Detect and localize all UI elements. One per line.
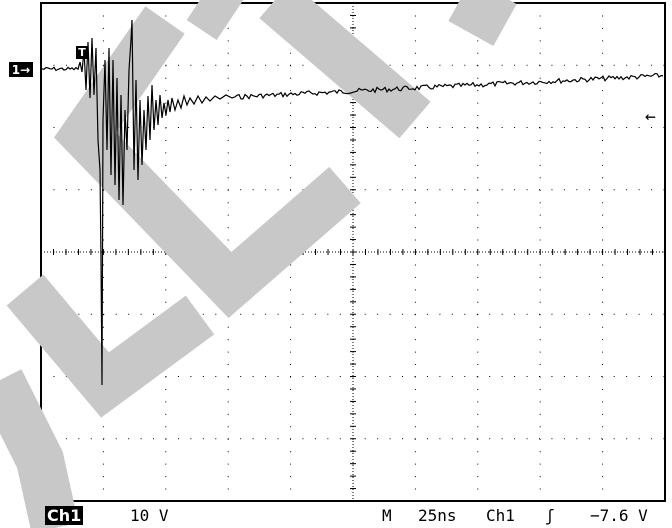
channel-1-marker: 1→ <box>9 62 33 77</box>
trigger-level-arrow-icon: ← <box>645 106 656 127</box>
status-bar: Ch1 10 V M 25ns Ch1 ʃ −7.6 V <box>40 504 665 525</box>
trigger-level: −7.6 V <box>590 506 648 525</box>
channel-label: Ch1 <box>45 506 84 525</box>
watermark <box>0 0 517 528</box>
volts-per-div: 10 V <box>130 506 169 525</box>
trigger-slope-icon: ʃ <box>545 506 555 525</box>
signal-trace <box>41 19 664 386</box>
time-per-div: 25ns <box>418 506 457 525</box>
main-timebase-label: M <box>382 506 392 525</box>
trigger-position-marker: T <box>76 46 88 59</box>
trigger-channel: Ch1 <box>486 506 515 525</box>
